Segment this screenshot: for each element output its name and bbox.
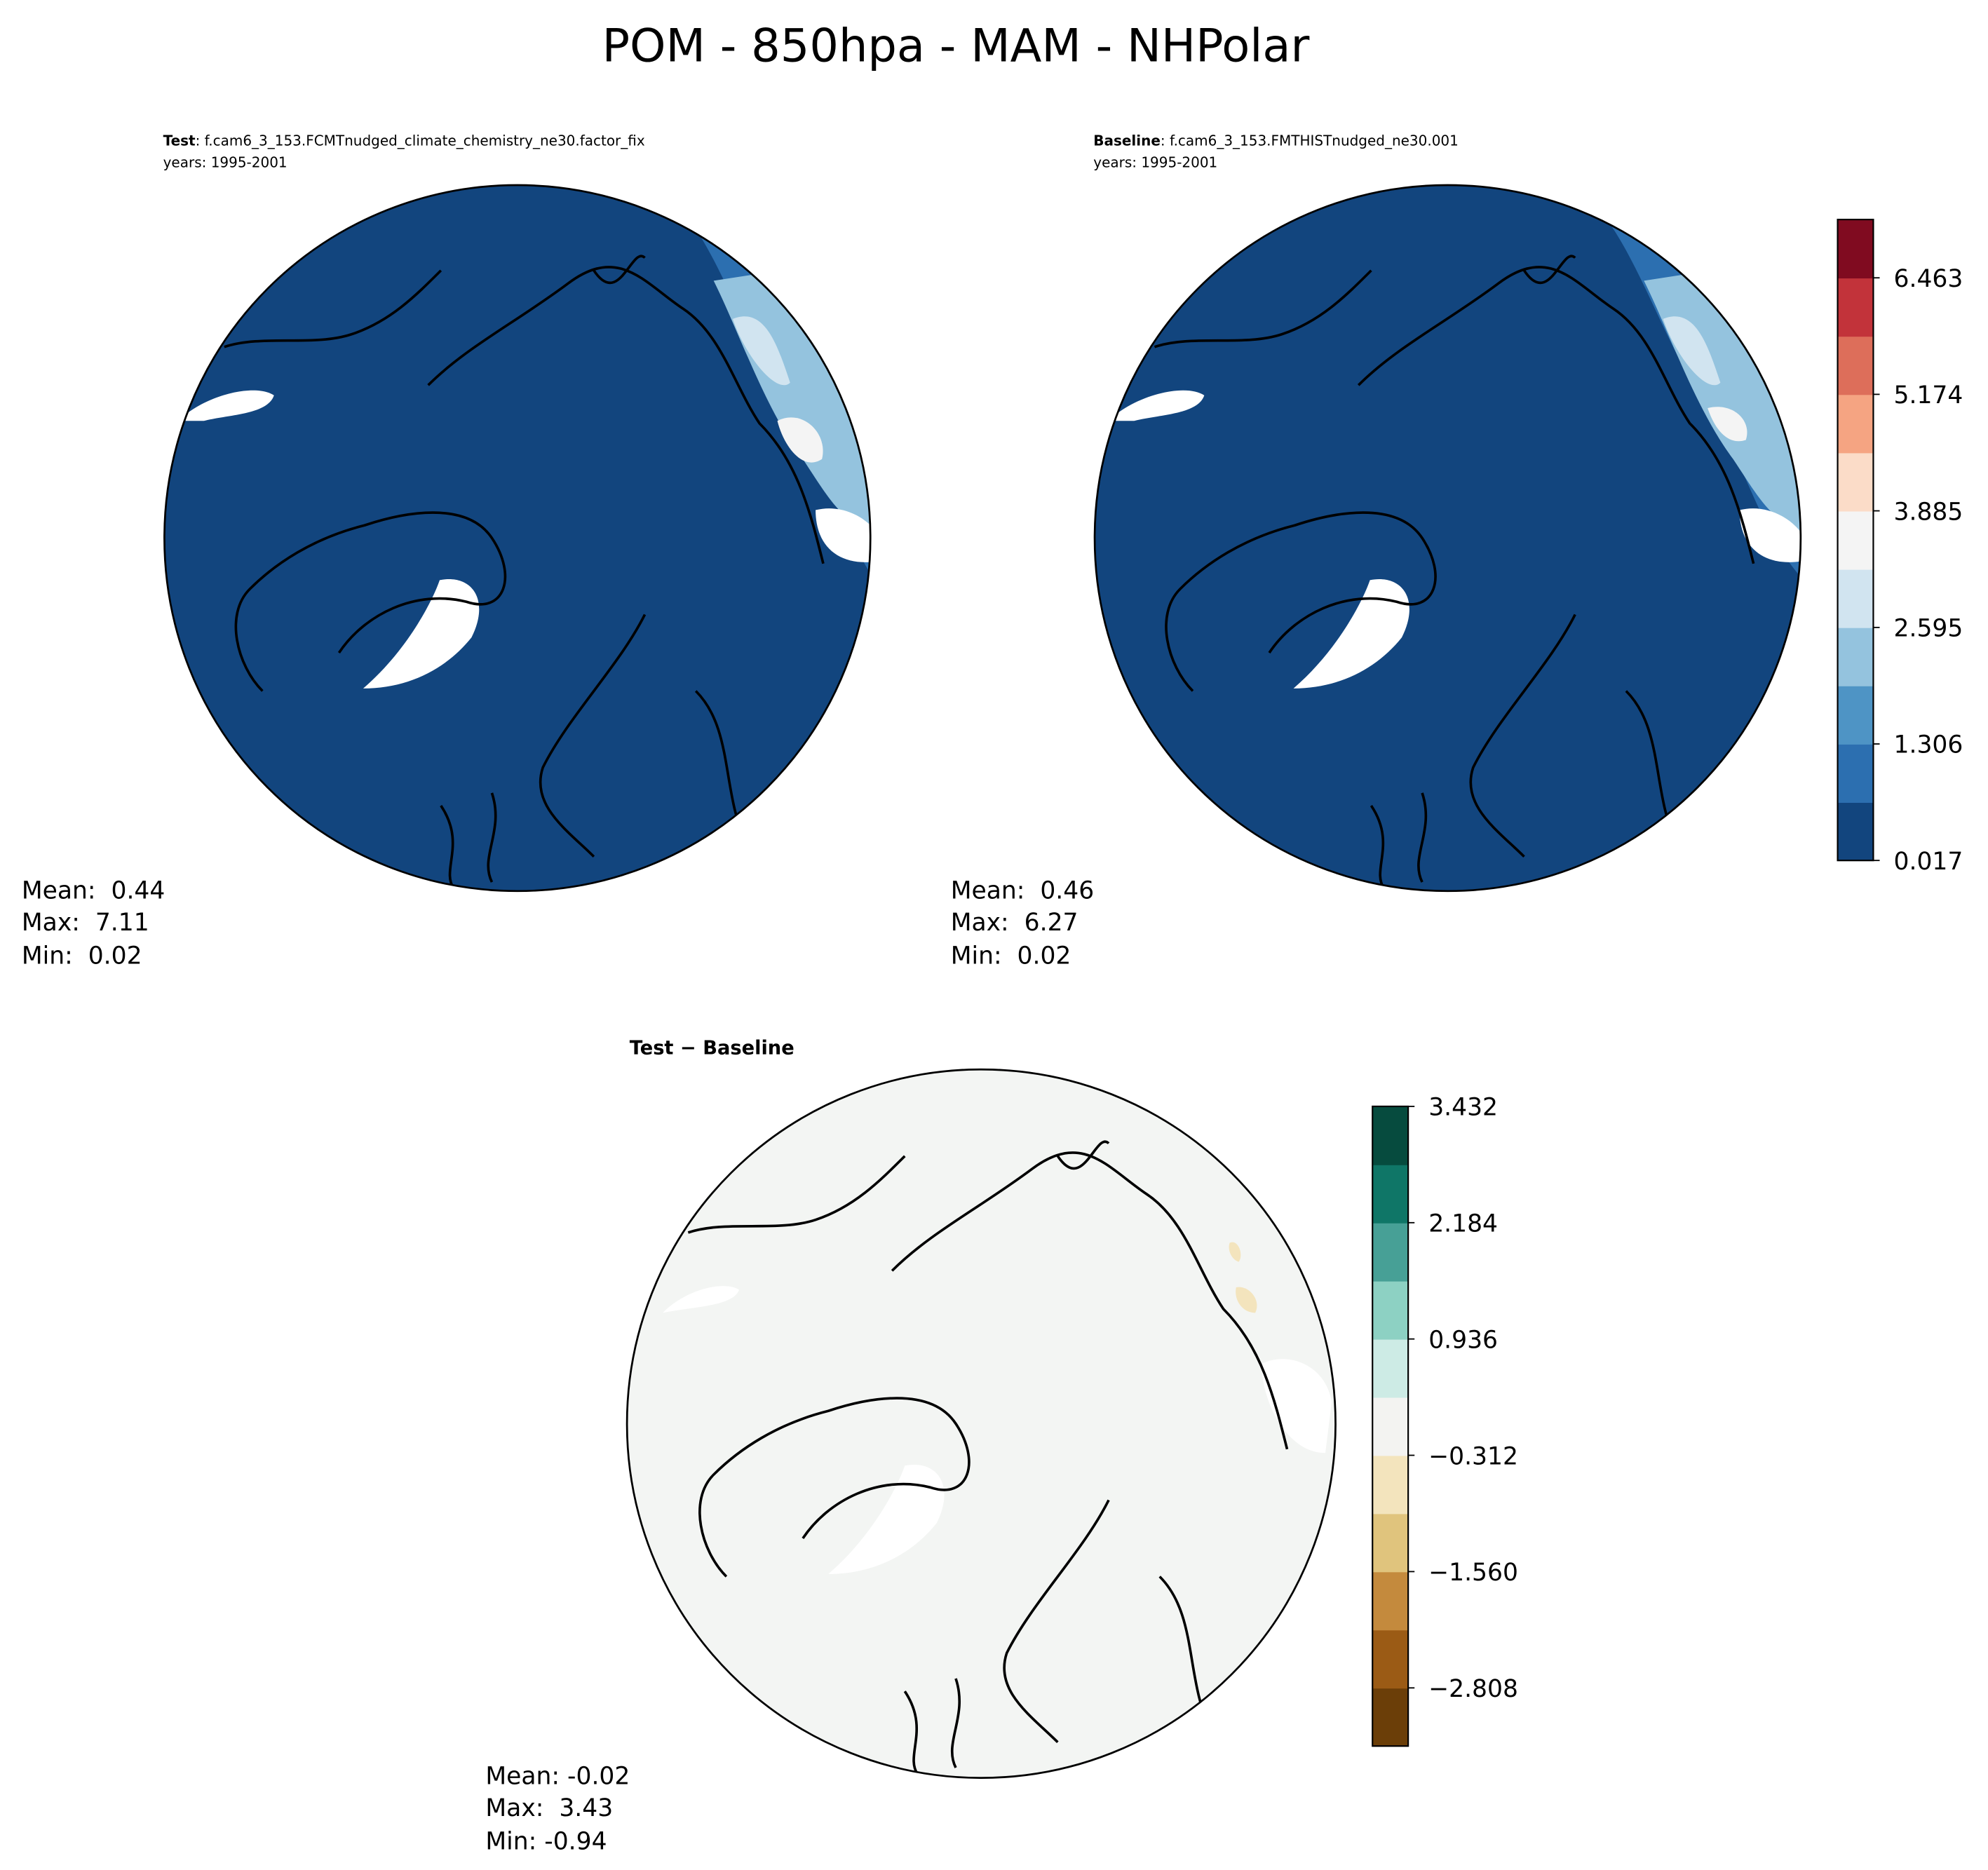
colorbar-segment — [1372, 1571, 1409, 1631]
colorbar-segment — [1837, 627, 1874, 686]
stat: Min: 0.02 — [22, 942, 142, 970]
colorbar-tick-label: −1.560 — [1428, 1559, 1518, 1587]
colorbar-segment — [1372, 1280, 1409, 1340]
colorbar-segment — [1372, 1455, 1409, 1515]
colorbar-frame — [1372, 1105, 1409, 1747]
map — [1095, 185, 1801, 891]
panel-title: Test − Baseline — [630, 1037, 794, 1059]
colorbar-segment — [1837, 510, 1874, 570]
stat: Max: 3.43 — [485, 1794, 613, 1822]
panel-title-rest: : f.cam6_3_153.FMTHISTnudged_ne30.001 — [1161, 133, 1459, 149]
stat: Mean: 0.46 — [951, 877, 1094, 905]
stat: Max: 7.11 — [22, 909, 149, 937]
colorbar-tick-label: −2.808 — [1428, 1675, 1518, 1703]
map — [627, 1069, 1336, 1778]
colorbar-tick-label: 3.885 — [1894, 498, 1963, 526]
panel-title: Baseline: f.cam6_3_153.FMTHISTnudged_ne3… — [1093, 133, 1459, 149]
panel-title: Test: f.cam6_3_153.FCMTnudged_climate_ch… — [163, 133, 645, 149]
colorbar-segment — [1837, 394, 1874, 454]
panel-years: years: 1995-2001 — [1093, 154, 1217, 171]
colorbar-segment — [1372, 1222, 1409, 1282]
colorbar-segment — [1837, 685, 1874, 745]
colorbar-segment — [1837, 278, 1874, 337]
panel-title-rest: : f.cam6_3_153.FCMTnudged_climate_chemis… — [196, 133, 645, 149]
map-border — [163, 184, 872, 893]
colorbar-tick-label: 2.184 — [1428, 1210, 1498, 1238]
stat: Mean: -0.02 — [485, 1763, 630, 1791]
colorbar-tick-label: 5.174 — [1894, 381, 1963, 409]
panel-title-bold: Test — [163, 133, 196, 149]
colorbar-tick-label: 1.306 — [1894, 731, 1963, 759]
colorbar-segment — [1372, 1630, 1409, 1689]
panel-years: years: 1995-2001 — [163, 154, 288, 171]
colorbar-segment — [1837, 569, 1874, 628]
stat: Min: 0.02 — [951, 942, 1071, 970]
panel-title-bold: Baseline — [1093, 133, 1161, 149]
colorbar-segment — [1837, 802, 1874, 862]
colorbar-tick-label: 6.463 — [1894, 265, 1963, 293]
colorbar-tick-label: 2.595 — [1894, 615, 1963, 643]
stat: Mean: 0.44 — [22, 877, 165, 905]
colorbar-tick-label: 0.936 — [1428, 1326, 1498, 1354]
colorbar-segment — [1837, 743, 1874, 803]
colorbar-segment — [1837, 452, 1874, 512]
colorbar-tick-label: −0.312 — [1428, 1442, 1518, 1470]
colorbar-segment — [1372, 1688, 1409, 1747]
colorbar-frame — [1837, 218, 1874, 862]
map-border — [626, 1068, 1337, 1780]
stat: Min: -0.94 — [485, 1827, 607, 1855]
colorbar-segment — [1372, 1397, 1409, 1456]
colorbar-segment — [1837, 336, 1874, 395]
figure-title: POM - 850hpa - MAM - NHPolar — [602, 20, 1310, 73]
colorbar-segment — [1372, 1164, 1409, 1224]
colorbar-segment — [1372, 1513, 1409, 1573]
stat: Max: 6.27 — [951, 909, 1078, 937]
colorbar-segment — [1372, 1339, 1409, 1398]
map-border — [1093, 184, 1802, 893]
colorbar-segment — [1837, 219, 1874, 279]
colorbar-tick-label: 3.432 — [1428, 1094, 1498, 1122]
colorbar-segment — [1372, 1106, 1409, 1165]
map — [164, 185, 871, 891]
colorbar-tick-label: 0.017 — [1894, 848, 1963, 876]
